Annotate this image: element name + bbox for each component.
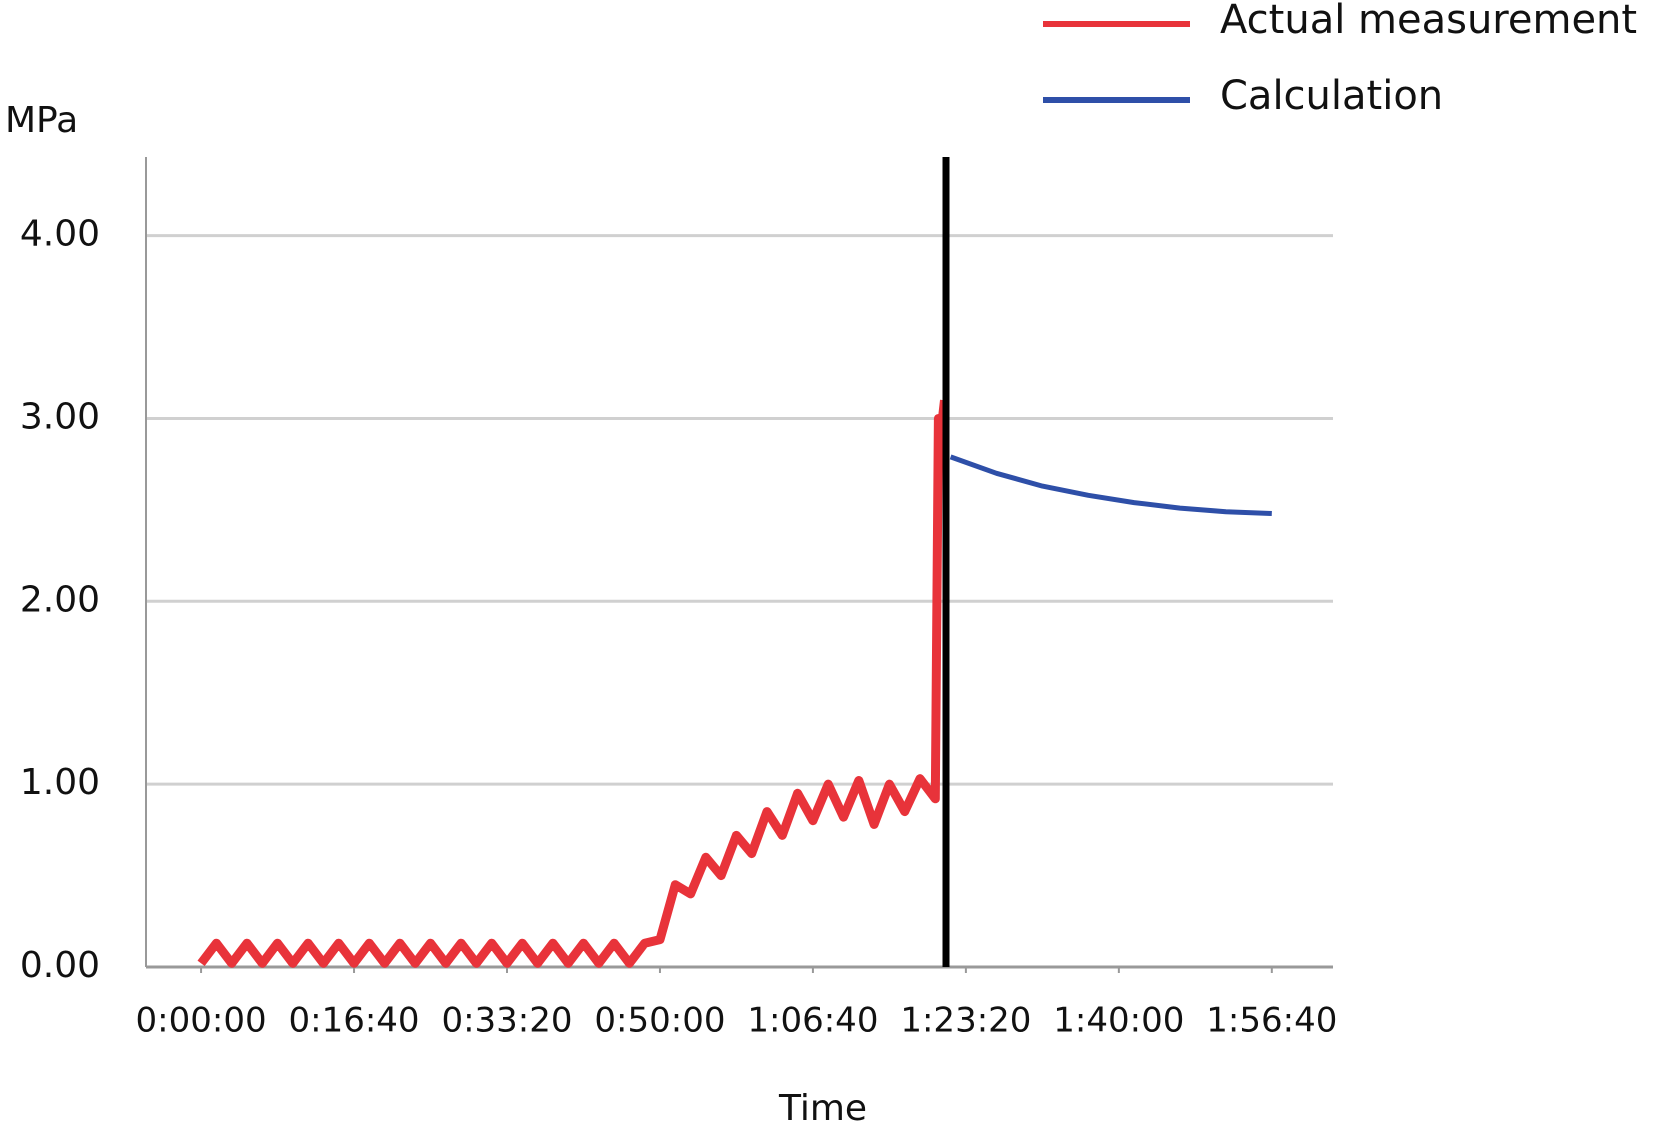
x-tick-label: 1:40:00 — [1053, 1001, 1184, 1041]
y-tick-label: 1.00 — [20, 762, 100, 803]
y-axis-label: MPa — [5, 100, 78, 141]
y-tick-label: 4.00 — [20, 214, 100, 255]
series-line — [197, 399, 949, 968]
legend-label: Calculation — [1220, 73, 1443, 119]
x-tick-label: 0:16:40 — [288, 1001, 419, 1041]
x-tick-label: 1:23:20 — [900, 1001, 1031, 1041]
x-tick-label: 1:56:40 — [1206, 1001, 1337, 1041]
y-tick-label: 0.00 — [20, 945, 100, 986]
y-tick-label: 2.00 — [20, 579, 100, 620]
x-tick-label: 1:06:40 — [747, 1001, 878, 1041]
legend-label: Actual measurement — [1220, 0, 1637, 43]
series-line — [949, 454, 1272, 516]
y-tick-label: 3.00 — [20, 396, 100, 437]
x-tick-label: 0:50:00 — [594, 1001, 725, 1041]
x-axis-label: Time — [778, 1088, 867, 1129]
x-tick-label: 0:00:00 — [136, 1001, 267, 1041]
x-tick-label: 0:33:20 — [441, 1001, 572, 1041]
